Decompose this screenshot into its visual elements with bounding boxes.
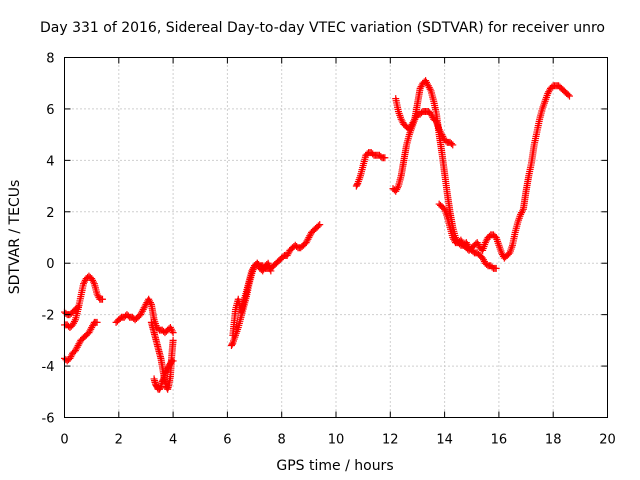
y-tick-label: -4 <box>42 360 55 375</box>
data-point <box>99 295 107 303</box>
x-tick-label: 4 <box>169 433 177 448</box>
x-tick-label: 10 <box>328 433 345 448</box>
data-point <box>168 327 176 335</box>
y-tick-label: 2 <box>46 206 54 221</box>
plot-points <box>61 77 573 393</box>
data-point <box>169 336 177 344</box>
y-tick-label: 4 <box>46 154 54 169</box>
data-point <box>169 357 177 365</box>
data-point <box>447 140 455 148</box>
data-point <box>159 376 167 384</box>
data-point <box>228 340 236 348</box>
chart-title: Day 331 of 2016, Sidereal Day-to-day VTE… <box>40 20 605 36</box>
data-point <box>564 91 572 99</box>
data-point <box>381 154 389 162</box>
x-tick-label: 14 <box>436 433 453 448</box>
data-point <box>267 267 275 275</box>
grid <box>64 57 608 418</box>
data-point <box>89 278 97 286</box>
data-point <box>146 299 154 307</box>
data-point <box>93 318 101 326</box>
y-tick-label: -6 <box>42 412 55 427</box>
x-tick-label: 16 <box>491 433 508 448</box>
y-axis-label: SDTVAR / TECUs <box>7 180 23 295</box>
data-point <box>80 278 88 286</box>
x-tick-label: 0 <box>60 433 68 448</box>
x-tick-label: 18 <box>545 433 562 448</box>
data-point <box>518 207 526 215</box>
data-point <box>492 264 500 272</box>
data-point <box>565 92 573 100</box>
data-point <box>314 222 322 230</box>
x-axis-label: GPS time / hours <box>276 458 393 474</box>
y-tick-label: -2 <box>42 309 55 324</box>
x-tick-label: 12 <box>382 433 399 448</box>
y-tick-label: 8 <box>46 52 54 67</box>
x-tick-label: 8 <box>278 433 286 448</box>
data-point <box>169 329 177 337</box>
x-tick-label: 2 <box>115 433 123 448</box>
data-point <box>394 184 402 192</box>
x-tick-label: 6 <box>223 433 231 448</box>
data-point <box>426 85 434 93</box>
data-point <box>353 181 361 189</box>
data-point <box>417 83 425 91</box>
data-point <box>316 221 324 229</box>
data-point <box>70 318 78 325</box>
x-tick-label: 20 <box>599 433 616 448</box>
y-tick-label: 0 <box>46 257 54 272</box>
axis-ticks: 0 2 4 6 8 10 12 14 16 18 20 -6 -4 -2 0 2 4 6 8 <box>42 52 616 448</box>
data-point <box>156 384 164 392</box>
data-point <box>449 141 457 149</box>
y-tick-label: 6 <box>46 103 54 118</box>
